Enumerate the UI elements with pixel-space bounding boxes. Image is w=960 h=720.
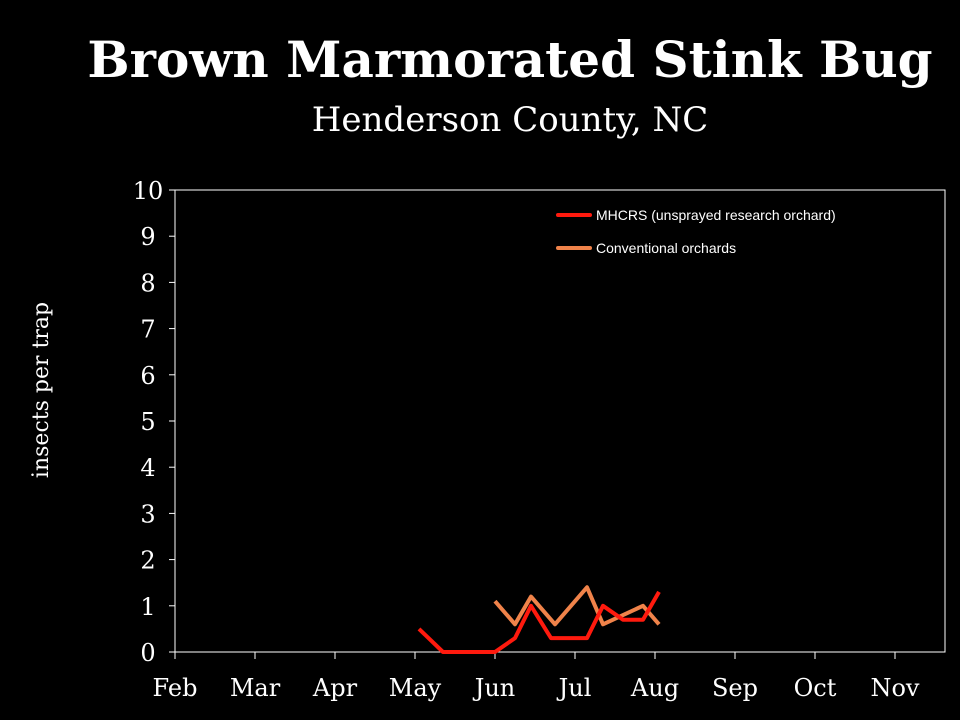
x-tick-label: Jul <box>556 674 592 702</box>
y-tick-label: 10 <box>133 177 164 205</box>
y-tick-label: 6 <box>140 362 155 390</box>
y-axis: 0 1 2 3 4 5 6 7 8 9 10 <box>133 177 175 667</box>
chart-title: Brown Marmorated Stink Bug <box>87 30 933 89</box>
x-tick-label: Mar <box>230 674 281 702</box>
series-line-conventional-orchards <box>493 585 661 627</box>
y-tick-label: 9 <box>140 223 155 251</box>
plot-area <box>174 189 946 653</box>
y-axis-label: insects per trap <box>29 302 54 478</box>
x-tick-label: Nov <box>870 674 919 702</box>
y-tick-label: 8 <box>140 269 155 297</box>
x-tick-label: Aug <box>630 674 679 702</box>
x-tick-label: Sep <box>712 674 758 702</box>
legend-label: Conventional orchards <box>596 240 736 256</box>
legend: MHCRS (unsprayed research orchard) Conven… <box>556 207 836 256</box>
y-tick-label: 0 <box>140 639 155 667</box>
legend-label: MHCRS (unsprayed research orchard) <box>596 207 836 223</box>
x-tick-label: May <box>389 674 442 702</box>
x-tick-label: Jun <box>472 674 516 702</box>
x-axis: Feb Mar Apr May Jun Jul Aug Sep Oct Nov <box>153 652 920 702</box>
x-tick-label: Oct <box>794 674 837 702</box>
x-tick-label: Apr <box>312 674 358 702</box>
series-line-mhcrs-unsprayed-research-orchard <box>417 590 661 654</box>
y-tick-label: 4 <box>140 454 155 482</box>
y-tick-label: 5 <box>140 408 155 436</box>
y-tick-label: 7 <box>140 316 155 344</box>
series-layer <box>417 585 661 654</box>
chart-subtitle: Henderson County, NC <box>311 100 709 140</box>
y-tick-label: 3 <box>140 500 155 528</box>
y-tick-label: 1 <box>140 593 155 621</box>
x-tick-label: Feb <box>153 674 198 702</box>
y-tick-label: 2 <box>140 547 155 575</box>
